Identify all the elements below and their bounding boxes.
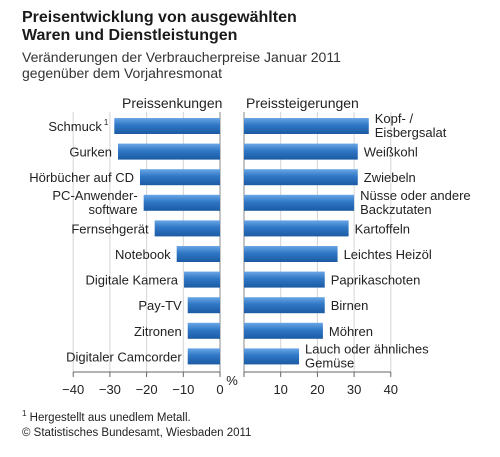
bar-label-increase: Kartoffeln [355,221,410,236]
bar-label-decrease: Gurken [69,145,112,160]
bar-label-increase: Möhren [329,324,373,339]
chart-title-line-1: Preisentwicklung von ausgewählten [22,9,297,26]
panel-header-increases: Preissteigerungen [246,95,359,111]
bar-decrease [187,297,220,314]
x-tick-label: −10 [172,382,194,397]
bar-label-increase: Weißkohl [364,145,418,160]
bars-layer [114,118,369,365]
bar-decrease [143,194,220,211]
bar-label-increase: Zwiebeln [364,170,416,185]
x-tick-label: 40 [384,382,398,397]
bar-label-decrease: Schmuck 1 [48,118,108,134]
bar-decrease [139,169,220,186]
bar-increase [244,246,338,262]
bar-label-decrease: software [89,202,138,217]
bar-decrease [184,271,220,288]
chart-title-line-2: Waren und Dienstleistungen [22,27,238,44]
x-tick-label: −40 [62,382,84,397]
bar-label-decrease: Digitaler Camcorder [66,349,182,364]
footnote-marker: 1 [22,409,27,418]
bar-label-decrease: Zitronen [134,324,182,339]
bar-decrease [176,246,220,262]
bar-label-increase: Backzutaten [360,202,432,217]
bar-label-increase: Birnen [331,298,369,313]
bar-label-increase: Gemüse [305,355,354,370]
x-tick-label: 0 [216,382,223,397]
labels-layer: Preissenkungen Preissteigerungen Schmuck 1 G… [29,95,470,370]
bar-label-increase: Eisbergsalat [375,125,447,140]
bar-label-decrease: Notebook [115,247,171,262]
bar-decrease [154,220,220,237]
bar-increase [244,348,300,365]
bar-increase [244,220,349,237]
bar-increase [244,297,325,314]
footnote-text: Hergestellt aus unedlem Metall. [29,411,191,424]
bar-increase [244,271,325,288]
bar-decrease [187,348,220,365]
bar-increase [244,143,358,160]
bar-decrease [117,143,220,160]
bar-label-decrease: Fernsehgerät [71,221,149,236]
source-note: © Statistisches Bundesamt, Wiesbaden 201… [22,427,252,439]
bar-label-decrease: Digitale Kamera [86,273,179,288]
x-tick-label: −30 [99,382,121,397]
x-tick-label: 10 [273,382,287,397]
bar-label-decrease: Pay-TV [138,298,182,313]
footnote-1: 1 Hergestellt aus unedlem Metall. [22,407,191,425]
bar-label-increase: Kopf- / [375,111,414,126]
x-axis-unit: % [226,373,238,388]
x-tick-label: 30 [347,382,361,397]
bar-label-decrease: PC-Anwender- [52,188,137,203]
bar-label-decrease: Hörbücher auf CD [29,170,134,185]
bar-label-increase: Lauch oder ähnliches [305,341,429,356]
bar-increase [244,194,355,211]
bar-label-increase: Leichtes Heizöl [344,247,432,262]
bar-decrease [187,322,220,339]
bar-increase [244,118,369,134]
bar-decrease [114,118,220,134]
bar-increase [244,169,358,186]
x-tick-label: −20 [136,382,158,397]
x-axis: −40 −30 −20 −10 0 10 20 30 40% [62,371,398,397]
panel-header-decreases: Preissenkungen [122,95,222,111]
bar-label-increase: Paprikaschoten [331,273,421,288]
bar-increase [244,322,323,339]
chart-subtitle-line-1: Veränderungen der Verbraucherpreise Janu… [22,49,341,65]
bar-label-increase: Nüsse oder andere [360,188,471,203]
chart-subtitle-line-2: gegenüber dem Vorjahresmonat [22,65,223,81]
x-tick-label: 20 [310,382,324,397]
